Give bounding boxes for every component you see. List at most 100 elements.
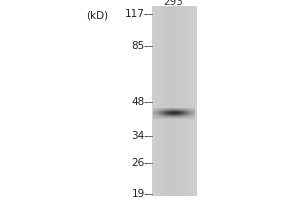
- Bar: [177, 114, 178, 115]
- Bar: [154, 113, 155, 114]
- Bar: [158, 111, 159, 112]
- Bar: [193, 109, 194, 110]
- Bar: [192, 108, 193, 109]
- Bar: [194, 117, 195, 118]
- Bar: [172, 113, 173, 114]
- Bar: [161, 109, 162, 110]
- Bar: [165, 111, 166, 112]
- Bar: [159, 115, 160, 116]
- Bar: [183, 109, 184, 110]
- Bar: [187, 116, 188, 117]
- Bar: [177, 110, 178, 111]
- Bar: [167, 118, 168, 119]
- Bar: [155, 109, 156, 110]
- Bar: [177, 117, 178, 118]
- Bar: [180, 116, 181, 117]
- Bar: [170, 109, 171, 110]
- Bar: [166, 116, 167, 117]
- Bar: [184, 115, 185, 116]
- Bar: [191, 112, 192, 113]
- Bar: [177, 111, 178, 112]
- Bar: [187, 6, 188, 196]
- Bar: [189, 110, 190, 111]
- Bar: [181, 118, 182, 119]
- Bar: [179, 118, 180, 119]
- Bar: [181, 117, 182, 118]
- Bar: [182, 110, 183, 111]
- Bar: [168, 118, 169, 119]
- Bar: [178, 117, 179, 118]
- Bar: [162, 111, 163, 112]
- Bar: [153, 116, 154, 117]
- Bar: [191, 113, 192, 114]
- Bar: [157, 108, 158, 109]
- Bar: [158, 112, 159, 113]
- Bar: [157, 110, 158, 111]
- Bar: [162, 108, 163, 109]
- Bar: [173, 116, 174, 117]
- Bar: [162, 118, 163, 119]
- Bar: [165, 114, 166, 115]
- Bar: [161, 111, 162, 112]
- Bar: [189, 6, 190, 196]
- Bar: [190, 114, 191, 115]
- Bar: [192, 113, 193, 114]
- Bar: [179, 115, 180, 116]
- Text: 26-: 26-: [131, 158, 148, 168]
- Bar: [190, 113, 191, 114]
- Bar: [176, 114, 177, 115]
- Bar: [161, 117, 162, 118]
- Bar: [190, 115, 191, 116]
- Bar: [160, 118, 161, 119]
- Bar: [180, 108, 181, 109]
- Bar: [184, 118, 185, 119]
- Bar: [193, 114, 194, 115]
- Bar: [164, 110, 165, 111]
- Bar: [193, 6, 194, 196]
- Bar: [169, 118, 170, 119]
- Bar: [173, 109, 174, 110]
- Bar: [172, 112, 173, 113]
- Bar: [182, 118, 183, 119]
- Bar: [189, 113, 190, 114]
- Bar: [169, 116, 170, 117]
- Bar: [173, 111, 174, 112]
- Bar: [171, 117, 172, 118]
- Bar: [171, 118, 172, 119]
- Bar: [160, 111, 161, 112]
- Bar: [174, 109, 175, 110]
- Bar: [171, 110, 172, 111]
- Bar: [183, 115, 184, 116]
- Bar: [153, 110, 154, 111]
- Bar: [152, 6, 196, 196]
- Bar: [154, 117, 155, 118]
- Bar: [159, 118, 160, 119]
- Bar: [175, 110, 176, 111]
- Bar: [192, 114, 193, 115]
- Bar: [178, 108, 179, 109]
- Bar: [192, 110, 193, 111]
- Bar: [192, 109, 193, 110]
- Bar: [193, 115, 194, 116]
- Bar: [167, 116, 168, 117]
- Bar: [163, 114, 164, 115]
- Bar: [155, 113, 156, 114]
- Bar: [155, 112, 156, 113]
- Bar: [166, 118, 167, 119]
- Bar: [156, 116, 157, 117]
- Bar: [169, 112, 170, 113]
- Bar: [172, 117, 173, 118]
- Bar: [154, 116, 155, 117]
- Bar: [186, 116, 187, 117]
- Bar: [168, 6, 169, 196]
- Bar: [154, 109, 155, 110]
- Bar: [157, 109, 158, 110]
- Bar: [160, 114, 161, 115]
- Bar: [187, 118, 188, 119]
- Bar: [190, 6, 191, 196]
- Text: 85-: 85-: [131, 41, 148, 51]
- Bar: [192, 117, 193, 118]
- Bar: [164, 108, 165, 109]
- Bar: [155, 108, 156, 109]
- Bar: [159, 108, 160, 109]
